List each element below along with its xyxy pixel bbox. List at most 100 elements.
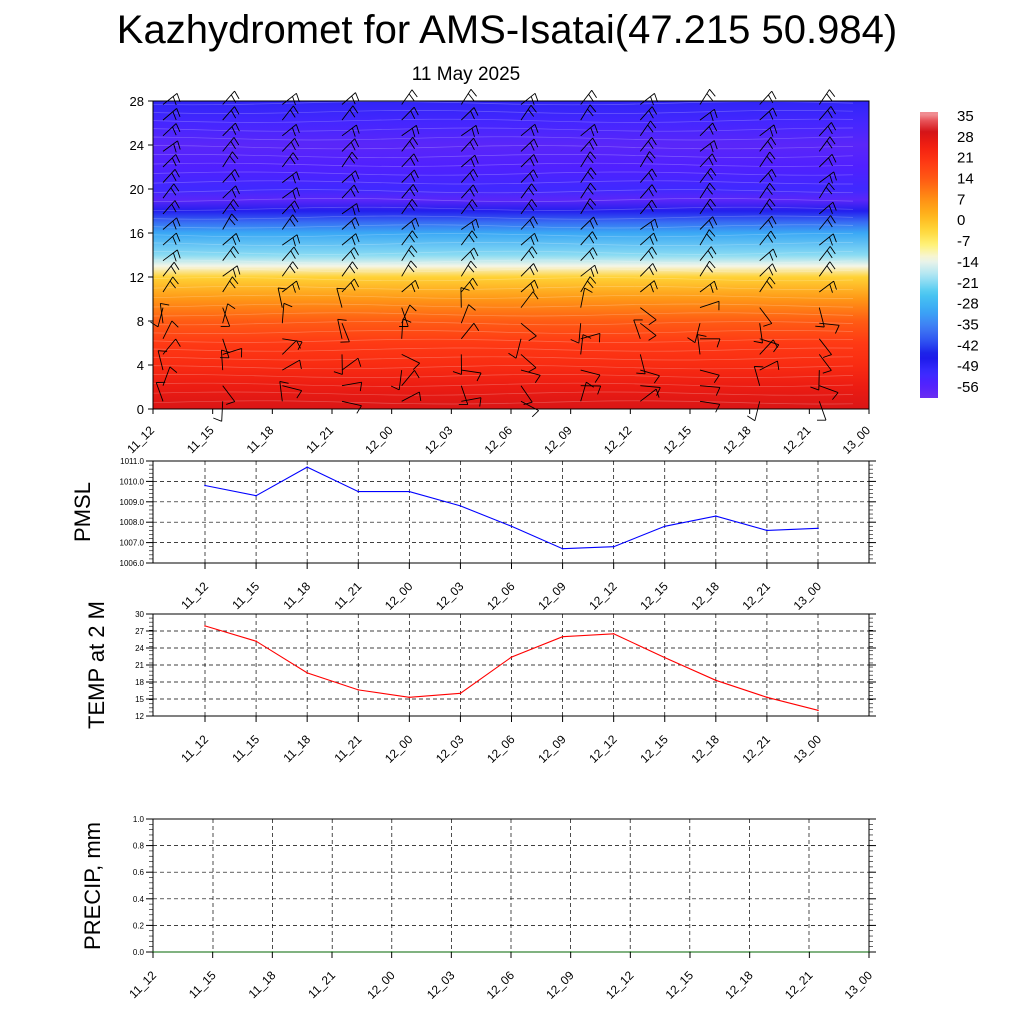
wind-barb: [281, 302, 293, 324]
wind-barb: [341, 357, 362, 371]
contour-line: [152, 391, 854, 396]
wind-barb: [815, 307, 825, 328]
wind-barb: [520, 322, 537, 342]
contour-line: [152, 189, 854, 194]
x-tick-label: 12_09: [543, 968, 577, 1002]
wind-barb: [401, 318, 412, 339]
wind-barb: [162, 108, 181, 121]
wind-barb: [759, 263, 777, 277]
wind-barb: [819, 171, 837, 184]
wind-barb: [341, 217, 360, 230]
x-tick-label: 12_12: [586, 579, 620, 613]
data-point: [204, 625, 206, 627]
wind-barb: [341, 203, 360, 216]
y-axis-label: TEMP at 2 M: [84, 601, 109, 729]
wind-barb: [580, 332, 601, 343]
wind-barb: [162, 200, 180, 215]
wind-barb: [580, 369, 601, 383]
wind-barb: [699, 280, 718, 293]
contour-line: [152, 206, 854, 211]
wind-barb: [162, 338, 181, 355]
wind-barb: [458, 385, 469, 406]
data-point: [561, 635, 564, 638]
wind-barb: [341, 105, 359, 121]
wind-barb: [818, 215, 836, 230]
wind-barb: [401, 230, 418, 246]
y-tick-label: 1011.0: [120, 457, 144, 466]
contour-line: [152, 110, 854, 114]
precip-plot: 0.0 0.2 0.4 0.6 0.8 1.0 11_12 11_15 11_18 11_21 12…: [80, 815, 876, 1002]
wind-barb: [282, 234, 301, 247]
wind-barb: [818, 338, 832, 358]
wind-barb: [460, 277, 478, 293]
x-tick-label: 12_15: [637, 732, 671, 766]
y-tick-label: 24: [130, 138, 144, 153]
x-tick-label: 11_15: [229, 732, 262, 765]
wind-barb: [341, 92, 360, 105]
wind-barb: [818, 89, 836, 105]
x-tick-label: 13_00: [791, 732, 825, 766]
wind-barb: [401, 89, 418, 105]
wind-barb: [213, 401, 224, 422]
x-tick-label: 12_21: [740, 579, 774, 613]
wind-barb: [699, 140, 718, 153]
wind-barb: [520, 385, 533, 406]
wind-barb: [508, 338, 522, 359]
wind-barb: [341, 400, 362, 414]
wind-barb: [759, 124, 778, 137]
wind-barb: [700, 338, 721, 348]
x-tick-label: 12_00: [382, 579, 416, 613]
wind-barb: [639, 263, 658, 277]
wind-barb: [281, 214, 299, 230]
contour-line: [152, 118, 854, 123]
x-tick-label: 11_15: [184, 423, 217, 456]
wind-barb: [747, 401, 761, 422]
contour-line: [152, 171, 854, 176]
colorbar: 35 28 21 14 7 0 -7 -14 -21 -28 -35 -42 -49 -56: [920, 108, 979, 398]
wind-barb: [281, 246, 299, 261]
x-tick-label: 12_00: [362, 423, 396, 457]
contour-line: [152, 286, 854, 290]
wind-barb: [639, 120, 657, 137]
wind-barb: [341, 278, 359, 293]
wind-barb: [580, 287, 593, 308]
wind-barb: [460, 287, 470, 308]
x-tick-label: 12_00: [364, 968, 398, 1002]
wind-barb: [401, 125, 420, 138]
y-tick-label: 28: [130, 94, 144, 109]
data-point: [459, 505, 462, 507]
y-tick-label: 16: [130, 226, 144, 241]
y-tick-label: 20: [130, 182, 144, 197]
colorbar-label: -42: [957, 337, 979, 354]
wind-barb: [162, 249, 181, 262]
x-tick-label: 11_12: [178, 579, 211, 612]
wind-barb: [817, 401, 827, 421]
wind-barb: [282, 338, 303, 351]
wind-barb: [222, 276, 239, 293]
wind-barb: [699, 400, 721, 413]
colorbar-label: 21: [957, 150, 974, 167]
wind-barb: [639, 137, 657, 152]
x-tick-label: 12_21: [782, 968, 816, 1002]
wind-barb: [222, 185, 240, 199]
wind-barb: [520, 183, 538, 199]
wind-barb: [341, 170, 360, 183]
x-tick-label: 12_03: [433, 732, 467, 766]
wind-barb: [333, 354, 343, 375]
y-tick-label: 0.8: [133, 842, 145, 851]
wind-barb: [520, 154, 539, 168]
contour-line: [152, 303, 854, 308]
wind-barb: [640, 307, 657, 326]
x-tick-label: 12_15: [637, 579, 671, 613]
colorbar-label: -49: [957, 358, 979, 375]
y-tick-label: 0.2: [133, 921, 145, 930]
wind-barb: [401, 184, 419, 199]
vertical-section-plot: 0 4 8 12 16 20 24 28 11_12 11_15 11_18 11_21 12_00 12…: [124, 89, 873, 457]
x-tick-label: 12_21: [740, 732, 774, 766]
x-tick-label: 13_00: [791, 579, 825, 613]
wind-barb: [281, 137, 300, 152]
wind-barb: [580, 124, 599, 137]
wind-barb: [460, 137, 479, 152]
data-point: [510, 525, 513, 528]
